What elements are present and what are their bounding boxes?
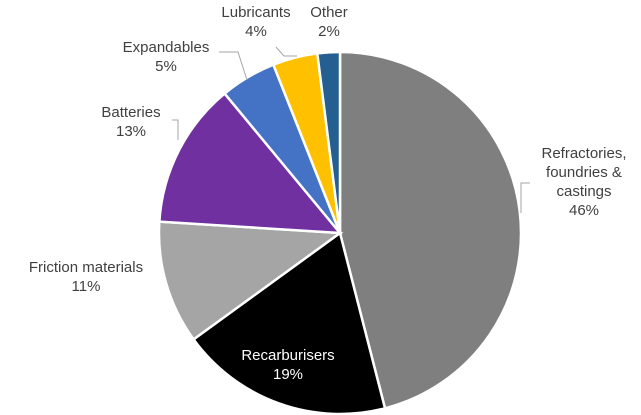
data-label-category: Lubricants [221, 4, 290, 21]
data-label-value: 5% [155, 58, 177, 75]
data-label-category: Other [310, 4, 348, 21]
data-label-value: 11% [72, 278, 101, 295]
leader-line [172, 120, 178, 140]
data-label-category: foundries & [546, 164, 622, 181]
data-label-value: 4% [245, 23, 267, 40]
leader-line [521, 183, 530, 213]
data-label-category: Expandables [123, 39, 210, 56]
pie-slices [159, 52, 521, 414]
data-label-category: Refractories, [541, 145, 626, 162]
data-label-value: 2% [318, 23, 340, 40]
data-label-value: 13% [116, 123, 146, 140]
data-label-lubricants: Lubricants 4% [221, 4, 290, 40]
data-label-value: 19% [273, 366, 303, 383]
data-label-friction-materials: Friction materials 11% [29, 259, 143, 295]
data-label-category: castings [556, 183, 611, 200]
data-label-batteries: Batteries 13% [101, 104, 160, 140]
data-label-category: Friction materials [29, 259, 143, 276]
leader-line [276, 47, 297, 56]
data-label-value: 46% [569, 202, 599, 219]
leader-line [219, 52, 247, 80]
data-label-category: Batteries [101, 104, 160, 121]
data-label-category: Recarburisers [241, 347, 334, 364]
data-label-expandables: Expandables 5% [123, 39, 210, 75]
data-label-refractories-foundries-castings: Refractories, foundries & castings 46% [541, 145, 626, 219]
data-label-other: Other 2% [310, 4, 348, 40]
